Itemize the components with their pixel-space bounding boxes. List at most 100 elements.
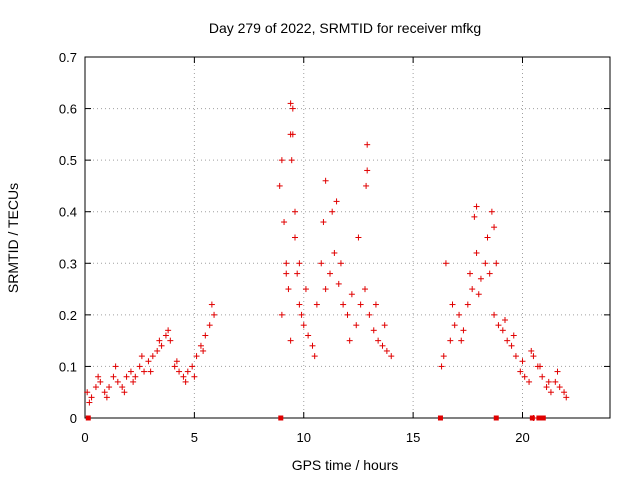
data-point [193,353,200,360]
y-tick-label: 0.6 [59,102,77,117]
data-point [552,378,559,385]
data-point [103,394,110,401]
data-point [510,332,517,339]
data-point [202,332,209,339]
data-point [156,337,163,344]
x-tick-label: 15 [406,430,420,445]
data-point [539,373,546,380]
data-point [363,182,370,189]
data-point [488,208,495,215]
x-tick-label: 0 [81,430,88,445]
data-point [292,234,298,241]
data-point [294,270,301,277]
data-point [283,270,290,277]
y-tick-label: 0.4 [59,205,77,220]
data-point [331,249,338,256]
data-point [493,260,500,267]
data-gap-marker [536,415,542,421]
grid-layer [85,57,610,418]
data-point [320,219,327,226]
data-point [526,378,533,385]
data-point [388,353,395,360]
data-point [289,131,296,138]
data-point [101,389,108,396]
data-point [512,353,519,360]
data-gap-marker [437,415,443,421]
chart-title: Day 279 of 2022, SRMTID for receiver mfk… [209,20,481,36]
y-tick-label: 0.3 [59,256,77,271]
data-point [158,342,165,349]
data-point [97,378,104,385]
data-point [346,337,353,344]
y-tick-label: 0.7 [59,50,77,65]
data-point [473,249,480,256]
data-point [495,322,502,329]
data-point [191,373,198,380]
data-point [370,327,377,334]
data-point [362,286,368,293]
data-point [545,378,552,385]
plot-frame [84,56,611,419]
x-axis-label: GPS time / hours [292,457,399,473]
data-point [486,270,493,277]
data-point [379,342,386,349]
data-point [176,368,183,375]
data-point [86,399,93,406]
data-point [563,394,570,401]
data-point [119,384,126,391]
data-point [147,368,154,375]
data-point [364,141,371,148]
data-point [554,368,561,375]
data-point [281,219,288,226]
data-point [200,347,207,354]
data-point [449,301,456,308]
ticks-layer: 0 0.1 0.2 0.3 0.4 0.5 0.6 0.7 0 5 10 15 20 [59,50,610,445]
data-point [278,311,285,318]
data-point [167,337,174,344]
y-tick-label: 0.2 [59,308,77,323]
data-point [288,157,295,164]
data-point [95,373,102,380]
x-tick-label: 10 [297,430,311,445]
data-point [285,286,292,293]
data-point [296,260,303,267]
data-point [482,260,489,267]
y-axis-label: SRMTID / TECUs [5,183,21,293]
data-point [322,177,329,184]
data-point [165,327,172,334]
data-point [132,373,139,380]
data-point [353,322,360,329]
data-point [337,260,344,267]
data-gap-marker [529,415,535,421]
data-point [145,358,152,365]
data-point [138,353,145,360]
data-point [287,100,294,107]
data-point [121,389,128,396]
data-point [475,291,482,298]
data-point [364,167,371,174]
data-point [473,203,480,210]
data-point [543,384,550,391]
data-point [469,286,476,293]
data-point [278,157,285,164]
data-point [502,317,508,324]
data-point [456,311,463,318]
data-point [84,389,91,396]
data-point [327,270,333,277]
data-point [547,389,554,396]
data-point [372,301,379,308]
x-tick-label: 20 [515,430,529,445]
data-gap-marker [540,415,546,421]
data-point [451,322,458,329]
data-point [283,260,290,267]
data-point [322,286,329,293]
data-point [458,337,465,344]
data-point [211,311,218,318]
data-point [189,363,196,370]
data-point [528,347,535,354]
x-tick-label: 5 [191,430,198,445]
data-point [460,327,467,334]
data-point [340,301,347,308]
data-point [366,311,373,318]
